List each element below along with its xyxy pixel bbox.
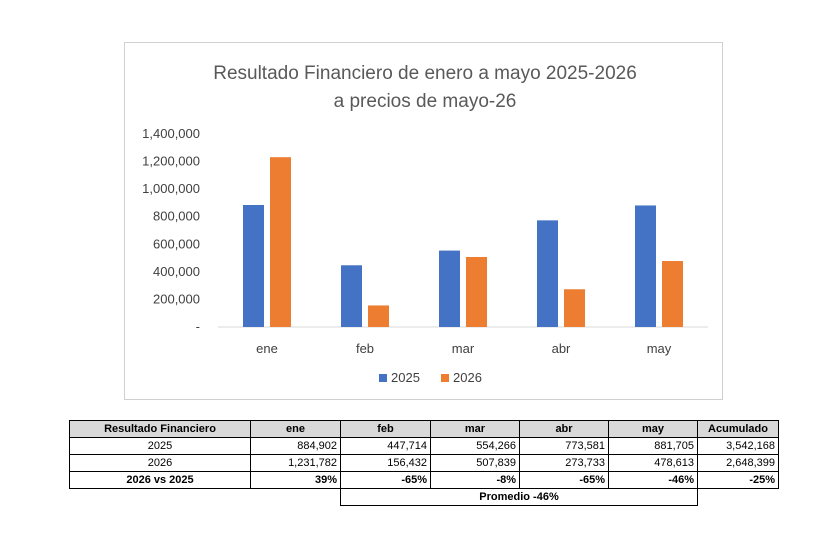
column-header: abr <box>519 420 609 438</box>
column-header: feb <box>340 420 431 438</box>
financial-table: Resultado Financiero ene feb mar abr may… <box>69 420 779 506</box>
row-label: 2025 <box>69 437 251 455</box>
bar-chart: Resultado Financiero de enero a mayo 202… <box>142 63 708 385</box>
table-cell: 773,581 <box>519 437 609 455</box>
bar-2026-feb <box>368 305 389 327</box>
chart-title: Resultado Financiero de enero a mayo 202… <box>213 63 637 84</box>
table-cell: 156,432 <box>340 454 431 472</box>
table-cell: 478,613 <box>608 454 698 472</box>
table-cell: 884,902 <box>250 437 341 455</box>
empty-cell <box>698 489 779 506</box>
x-axis: ene feb mar abr may <box>256 341 672 356</box>
bar-2026-may <box>662 261 683 327</box>
table-cell: 447,714 <box>340 437 431 455</box>
legend-label: 2025 <box>391 370 420 385</box>
table-cell: -46% <box>608 471 698 489</box>
table-cell: -65% <box>340 471 431 489</box>
bar-2025-mar <box>439 250 460 327</box>
average-cell: Promedio -46% <box>340 488 698 506</box>
table-cell: 1,231,782 <box>250 454 341 472</box>
bars <box>243 157 683 327</box>
row-label: 2026 <box>69 454 251 472</box>
chart-area: Resultado Financiero de enero a mayo 202… <box>124 42 723 400</box>
table-cell: 273,733 <box>519 454 609 472</box>
y-tick-label: 200,000 <box>153 291 200 306</box>
y-tick-label: 1,200,000 <box>142 154 200 169</box>
legend-label: 2026 <box>453 370 482 385</box>
legend-swatch <box>441 374 449 382</box>
table-header-row: Resultado Financiero ene feb mar abr may… <box>69 420 779 438</box>
y-axis: - 200,000 400,000 600,000 800,000 1,000,000 1,… <box>142 126 200 334</box>
bar-2025-may <box>635 205 656 327</box>
bar-2025-abr <box>537 220 558 327</box>
x-tick-label: mar <box>452 341 475 356</box>
table-cell: 554,266 <box>430 437 520 455</box>
table-cell: 881,705 <box>608 437 698 455</box>
legend-swatch <box>379 374 387 382</box>
y-tick-label: 800,000 <box>153 209 200 224</box>
bar-2026-abr <box>564 289 585 327</box>
column-header: Acumulado <box>697 420 779 438</box>
x-tick-label: abr <box>552 341 571 356</box>
table-cell: -65% <box>519 471 609 489</box>
table-cell: 39% <box>250 471 341 489</box>
table-cell: 3,542,168 <box>697 437 779 455</box>
bar-2026-ene <box>270 157 291 327</box>
empty-cell <box>70 489 341 506</box>
row-label: 2026 vs 2025 <box>69 471 251 489</box>
x-tick-label: may <box>647 341 672 356</box>
table-cell: 507,839 <box>430 454 520 472</box>
column-header: Resultado Financiero <box>69 420 251 438</box>
y-tick-label: 1,000,000 <box>142 181 200 196</box>
column-header: may <box>608 420 698 438</box>
y-tick-label: 1,400,000 <box>142 126 200 141</box>
table-row: 2025 884,902 447,714 554,266 773,581 881… <box>69 437 779 455</box>
bar-2025-feb <box>341 265 362 327</box>
y-tick-label: 600,000 <box>153 236 200 251</box>
column-header: ene <box>250 420 341 438</box>
table-row-average: Promedio -46% <box>70 488 779 506</box>
table-row-comparison: 2026 vs 2025 39% -65% -8% -65% -46% -25% <box>69 471 779 489</box>
bar-2025-ene <box>243 205 264 327</box>
x-tick-label: feb <box>356 341 374 356</box>
chart-subtitle: a precios de mayo-26 <box>334 91 517 112</box>
column-header: mar <box>430 420 520 438</box>
table-cell: -25% <box>697 471 779 489</box>
table-row: 2026 1,231,782 156,432 507,839 273,733 4… <box>69 454 779 472</box>
legend: 2025 2026 <box>379 370 482 385</box>
bar-2026-mar <box>466 256 487 327</box>
y-tick-label: 400,000 <box>153 264 200 279</box>
table-cell: 2,648,399 <box>697 454 779 472</box>
table-cell: -8% <box>430 471 520 489</box>
y-tick-label: - <box>196 319 200 334</box>
x-tick-label: ene <box>256 341 278 356</box>
